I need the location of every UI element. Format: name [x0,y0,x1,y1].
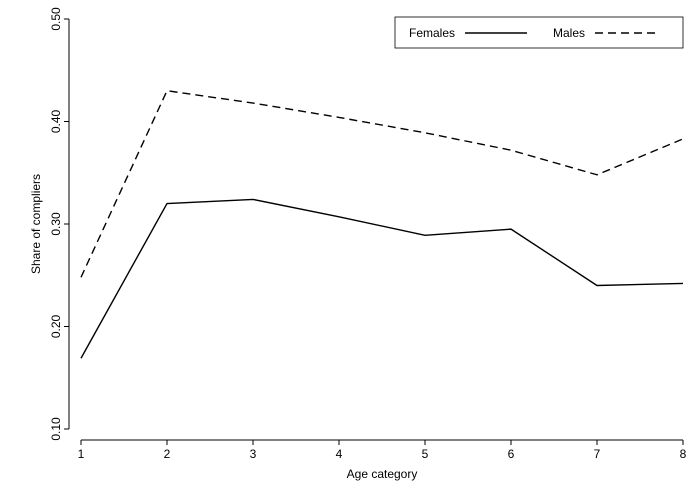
y-tick-label: 0.30 [49,212,63,236]
y-tick-label: 0.20 [49,314,63,338]
x-tick-label: 3 [250,447,257,461]
x-axis-label: Age category [347,467,418,481]
y-tick-label: 0.10 [49,417,63,441]
x-tick-label: 4 [336,447,343,461]
y-tick-label: 0.40 [49,109,63,133]
x-tick-label: 8 [680,447,687,461]
x-tick-label: 5 [422,447,429,461]
y-axis-label: Share of compliers [29,174,43,274]
x-tick-label: 6 [508,447,515,461]
x-tick-label: 2 [164,447,171,461]
legend-label: Females [409,26,455,40]
y-tick-label: 0.50 [49,7,63,31]
series-line [80,89,684,278]
series-line [80,198,684,359]
legend-label: Males [553,26,585,40]
x-tick-label: 7 [594,447,601,461]
x-tick-label: 1 [78,447,85,461]
